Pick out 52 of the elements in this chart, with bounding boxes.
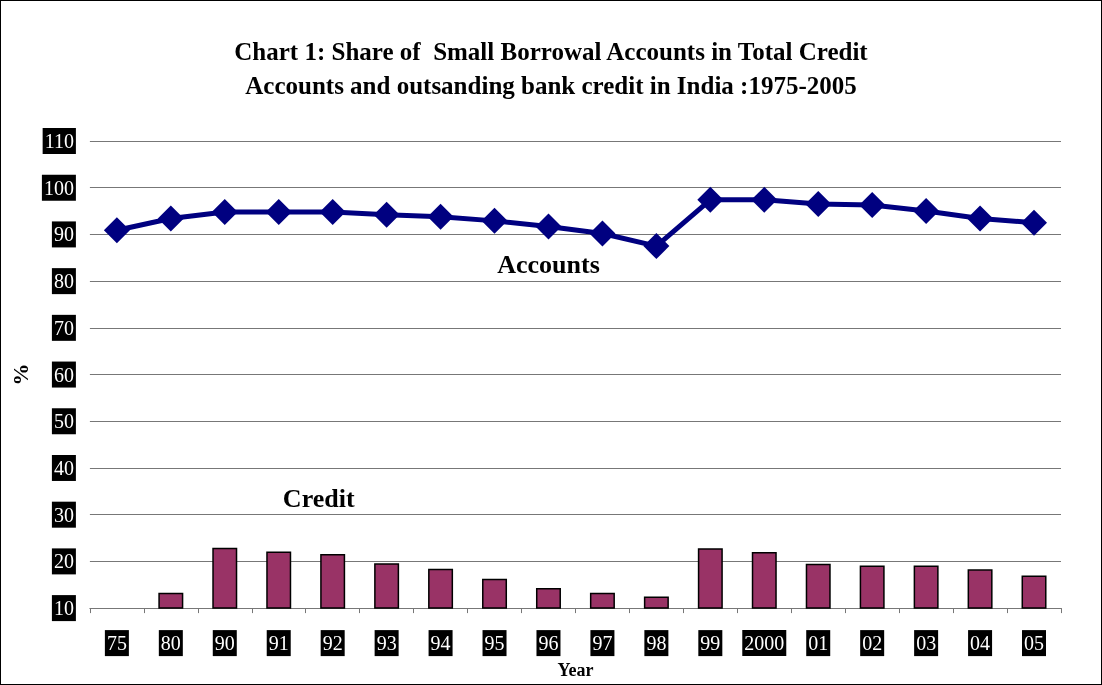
point (697, 186, 724, 213)
point (643, 233, 670, 260)
y-tick-label: 40 (53, 456, 74, 479)
y-tick-label: 80 (53, 270, 74, 293)
x-axis-title: Year (557, 660, 594, 680)
point (373, 201, 400, 228)
y-tick-label: 110 (44, 130, 74, 152)
series-label: Accounts (497, 249, 600, 279)
y-tick-label: 70 (53, 316, 74, 339)
x-tick-label: 90 (214, 632, 235, 655)
y-tick-label: 10 (53, 597, 74, 620)
x-tick-label: 75 (106, 632, 127, 655)
x-tick-label: 05 (1024, 632, 1045, 655)
x-tick-label: 2000 (744, 632, 785, 655)
x-tick-label: 01 (808, 632, 829, 655)
x-tick-label: 98 (646, 632, 667, 655)
x-tick-label: 97 (592, 632, 613, 655)
y-tick-label: 30 (53, 503, 74, 526)
x-tick-label: 99 (700, 632, 721, 655)
y-tick-label: 50 (53, 410, 74, 433)
x-tick-label: 03 (916, 632, 937, 655)
chart-title: Chart 1: Share of Small Borrowal Accounts in Total Credit Accounts and outsanding bank credit in India :1975-2005 (234, 37, 869, 99)
y-tick-label: 60 (53, 363, 74, 386)
point (427, 203, 454, 230)
point (805, 191, 832, 218)
point (319, 199, 346, 225)
point (103, 217, 130, 244)
series-label: Credit (282, 484, 355, 514)
point (1021, 209, 1048, 236)
y-tick-label: 100 (43, 176, 74, 199)
point (157, 205, 184, 232)
point (589, 220, 616, 247)
x-tick-label: 96 (538, 632, 559, 655)
x-tick-label: 92 (322, 632, 343, 655)
x-tick-label: 04 (970, 632, 991, 655)
point (859, 191, 886, 218)
point (211, 199, 238, 225)
point (751, 186, 778, 213)
point (265, 199, 292, 225)
x-tick-label: 93 (376, 632, 397, 655)
y-tick-label: 90 (53, 223, 74, 246)
x-tick-label: 02 (862, 632, 883, 655)
y-axis-title: % (7, 363, 33, 386)
x-tick-label: 91 (268, 632, 289, 655)
x-tick-label: 94 (430, 632, 451, 655)
x-tick-label: 95 (484, 632, 505, 655)
point (967, 205, 994, 232)
point (913, 198, 940, 225)
point (535, 213, 562, 240)
point (481, 207, 508, 234)
x-tick-label: 80 (160, 632, 181, 655)
y-tick-label: 20 (53, 550, 74, 573)
